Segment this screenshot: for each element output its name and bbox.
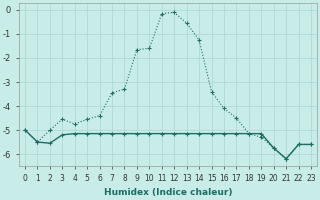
X-axis label: Humidex (Indice chaleur): Humidex (Indice chaleur) (104, 188, 232, 197)
